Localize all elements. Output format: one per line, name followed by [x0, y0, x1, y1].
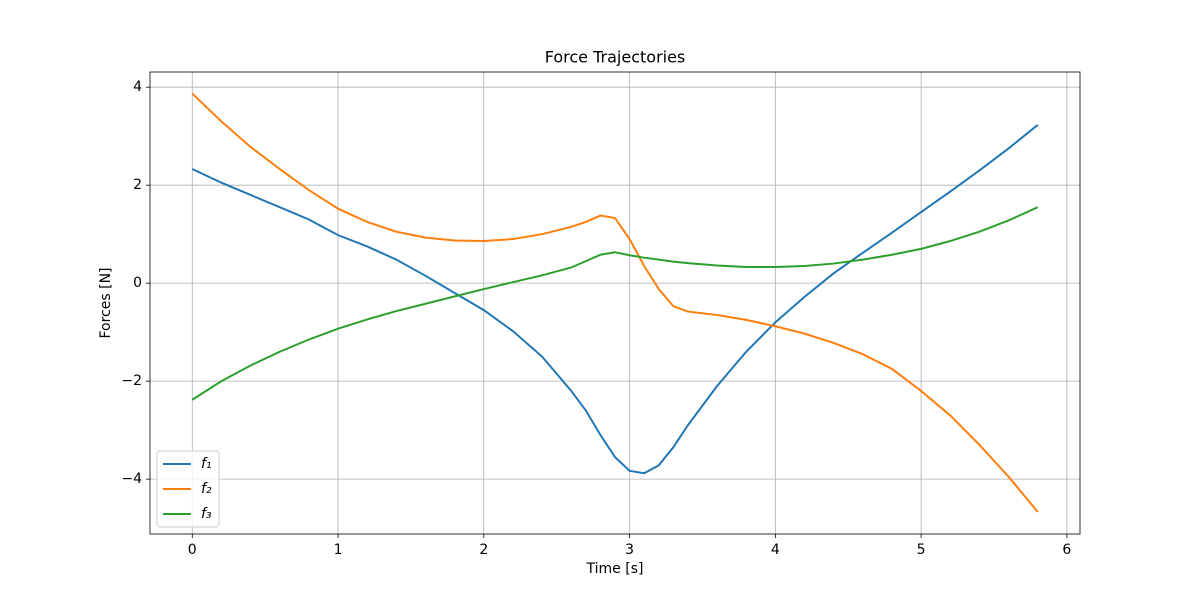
- legend-label: f₃: [201, 506, 212, 522]
- series-line: [191, 206, 1039, 401]
- x-tick-label: 3: [625, 542, 634, 558]
- x-axis-label: Time [s]: [586, 561, 644, 577]
- chart-title: Force Trajectories: [545, 48, 686, 67]
- series-line: [191, 92, 1039, 513]
- x-tick-label: 0: [188, 542, 197, 558]
- legend-label: f₁: [201, 456, 212, 472]
- x-tick-label: 6: [1062, 542, 1071, 558]
- plot-frame: [149, 71, 1081, 535]
- x-tick-label: 4: [771, 542, 780, 558]
- y-axis-label: Forces [N]: [98, 267, 114, 338]
- legend-label: f₂: [201, 481, 212, 497]
- y-tick-label: −4: [121, 471, 142, 487]
- y-tick-label: −2: [121, 373, 142, 389]
- x-tick-label: 5: [917, 542, 926, 558]
- series-line: [191, 124, 1039, 475]
- y-tick-label: 4: [133, 79, 142, 95]
- x-tick-label: 1: [334, 542, 343, 558]
- y-tick-label: 0: [133, 275, 142, 291]
- x-tick-label: 2: [479, 542, 488, 558]
- y-tick-label: 2: [133, 177, 142, 193]
